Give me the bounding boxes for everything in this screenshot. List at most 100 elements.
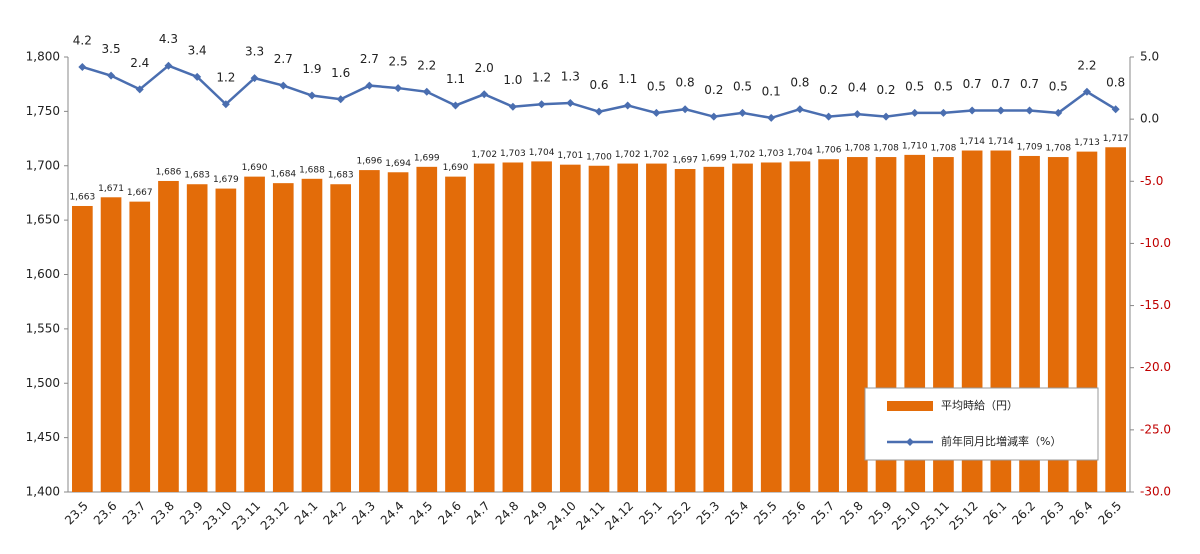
bar-value-label: 1,667 <box>127 188 153 198</box>
bar <box>186 184 208 493</box>
line-marker <box>1082 87 1091 96</box>
line-marker <box>537 100 546 109</box>
bar-value-label: 1,713 <box>1074 138 1100 148</box>
bar <box>473 163 495 492</box>
line-marker <box>307 91 316 100</box>
bar <box>789 161 811 492</box>
line-marker <box>135 85 144 94</box>
y-tick-label: 1,550 <box>26 321 60 335</box>
line-value-label: 2.2 <box>1077 58 1096 72</box>
line-value-label: 0.2 <box>819 83 838 97</box>
line-value-label: 2.0 <box>475 61 494 75</box>
line-value-label: 2.4 <box>130 56 149 70</box>
line-value-label: 2.7 <box>360 52 379 66</box>
line-marker <box>221 100 230 109</box>
line-marker <box>623 101 632 110</box>
bar-value-label: 1,702 <box>644 150 670 160</box>
bar <box>846 157 868 493</box>
line-marker <box>767 113 776 122</box>
bar <box>244 176 265 492</box>
line-value-label: 2.7 <box>274 52 293 66</box>
y2-tick-label: -15.0 <box>1140 298 1171 312</box>
bar <box>387 172 409 492</box>
y-tick-label: 1,650 <box>26 213 60 227</box>
x-tick-label: 24.2 <box>320 499 349 528</box>
x-tick-label: 26.3 <box>1038 499 1067 528</box>
bar-value-label: 1,702 <box>615 150 641 160</box>
line-value-label: 0.5 <box>733 79 752 93</box>
line-value-label: 1.2 <box>532 71 551 85</box>
legend-box <box>864 387 1099 461</box>
x-tick-label: 24.10 <box>545 499 579 533</box>
line-value-label: 1.3 <box>561 69 580 83</box>
y2-tick-label: -30.0 <box>1140 485 1171 499</box>
x-tick-label: 24.6 <box>435 499 464 528</box>
bar-value-label: 1,688 <box>299 165 325 175</box>
bar <box>531 161 552 492</box>
x-tick-label: 25.8 <box>837 499 866 528</box>
bar <box>72 205 93 493</box>
x-tick-label: 24.11 <box>573 499 607 533</box>
y2-tick-label: 0.0 <box>1140 112 1159 126</box>
line-marker <box>78 62 87 71</box>
bar-value-label: 1,686 <box>156 167 182 177</box>
bar-value-label: 1,696 <box>356 157 382 167</box>
x-tick-label: 25.11 <box>918 499 952 533</box>
x-tick-label: 23.5 <box>62 499 91 528</box>
line-marker <box>882 112 891 121</box>
bar-value-label: 1,683 <box>328 171 354 181</box>
bar-value-label: 1,700 <box>586 152 612 162</box>
x-tick-label: 25.3 <box>694 499 723 528</box>
line-marker <box>652 108 661 117</box>
x-tick-label: 26.1 <box>981 499 1010 528</box>
line-marker <box>394 84 403 93</box>
x-tick-label: 26.4 <box>1067 499 1096 528</box>
line-marker <box>365 81 374 90</box>
line-marker <box>681 105 690 114</box>
bar-value-label: 1,703 <box>500 149 526 159</box>
bar <box>359 170 380 492</box>
bar <box>674 169 696 492</box>
line-marker <box>939 108 948 117</box>
x-tick-label: 24.12 <box>602 499 636 533</box>
bar-value-label: 1,702 <box>471 150 497 160</box>
line-marker <box>595 107 603 116</box>
bar-value-label: 1,704 <box>787 148 813 158</box>
line-marker <box>824 112 833 121</box>
line-marker <box>508 102 517 111</box>
line-value-label: 0.5 <box>905 79 924 93</box>
bar-value-label: 1,708 <box>1045 144 1071 154</box>
bar-value-label: 1,708 <box>844 144 870 154</box>
x-tick-label: 26.5 <box>1095 499 1124 528</box>
y2-tick-label: -20.0 <box>1140 360 1171 374</box>
line-marker <box>996 106 1005 115</box>
bar-value-label: 1,690 <box>242 163 268 173</box>
line-marker <box>1054 108 1063 117</box>
x-tick-label: 25.6 <box>780 499 809 528</box>
bar <box>732 163 753 492</box>
line-value-label: 0.4 <box>848 81 867 95</box>
y-tick-label: 1,400 <box>26 485 60 499</box>
bar-value-label: 1,699 <box>701 153 727 163</box>
line-marker <box>1025 106 1034 115</box>
x-tick-label: 23.6 <box>91 499 120 528</box>
x-tick-label: 25.5 <box>751 499 780 528</box>
bar-value-label: 1,671 <box>98 184 124 194</box>
bar <box>100 197 122 492</box>
line-marker <box>422 87 431 96</box>
line-value-label: 0.7 <box>991 77 1010 91</box>
bar-value-label: 1,694 <box>385 159 411 169</box>
legend-swatch <box>887 401 933 411</box>
bar-value-label: 1,699 <box>414 153 440 163</box>
line-value-label: 2.5 <box>389 55 408 69</box>
legend-marker <box>906 438 914 446</box>
legend-label: 前年同月比増減率（%） <box>941 434 1061 448</box>
line-value-label: 0.2 <box>876 83 895 97</box>
y2-tick-label: -25.0 <box>1140 422 1171 436</box>
line-marker <box>336 95 345 104</box>
line-value-label: 4.2 <box>73 33 92 47</box>
line-value-label: 0.5 <box>1049 79 1068 93</box>
bar-value-label: 1,663 <box>69 192 95 202</box>
bar <box>1105 147 1126 492</box>
